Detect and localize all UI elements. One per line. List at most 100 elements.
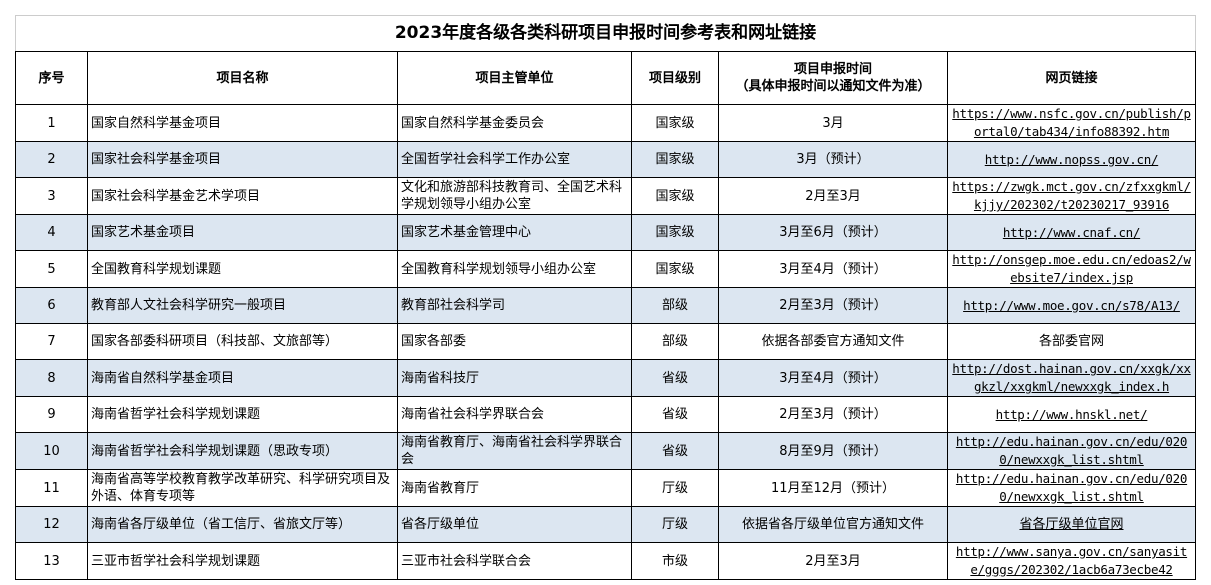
cell-level[interactable]: 国家级: [631, 141, 719, 178]
cell-name[interactable]: 海南省自然科学基金项目: [87, 359, 398, 397]
cell-unit[interactable]: 教育部社会科学司: [397, 287, 632, 324]
cell-time[interactable]: 2月至3月: [718, 542, 948, 580]
cell-unit[interactable]: 省各厅级单位: [397, 506, 632, 543]
cell-no[interactable]: 13: [15, 542, 88, 580]
cell-name[interactable]: 海南省哲学社会科学规划课题: [87, 396, 398, 433]
cell-time[interactable]: 3月: [718, 104, 948, 142]
cell-level[interactable]: 部级: [631, 323, 719, 360]
cell-link[interactable]: http://www.moe.gov.cn/s78/A13/: [947, 287, 1196, 324]
cell-time[interactable]: 8月至9月（预计）: [718, 432, 948, 470]
header-unit: 项目主管单位: [397, 51, 632, 105]
cell-level[interactable]: 国家级: [631, 214, 719, 251]
link-text[interactable]: 各部委官网: [1038, 334, 1104, 349]
cell-unit[interactable]: 海南省社会科学界联合会: [397, 396, 632, 433]
cell-unit[interactable]: 国家艺术基金管理中心: [397, 214, 632, 251]
cell-no[interactable]: 12: [15, 506, 88, 543]
cell-link[interactable]: http://onsgep.moe.edu.cn/edoas2/website7…: [947, 250, 1196, 288]
hyperlink[interactable]: http://edu.hainan.gov.cn/edu/0200/newxxg…: [955, 434, 1188, 467]
cell-no[interactable]: 3: [15, 177, 88, 215]
cell-name[interactable]: 国家社会科学基金项目: [87, 141, 398, 178]
hyperlink[interactable]: http://www.hnskl.net/: [995, 406, 1148, 422]
hyperlink[interactable]: 省各厅级单位官网: [1019, 517, 1124, 532]
hyperlink[interactable]: https://zwgk.mct.gov.cn/zfxxgkml/kjjy/20…: [952, 179, 1191, 212]
cell-time[interactable]: 3月至6月（预计）: [718, 214, 948, 251]
cell-time[interactable]: 2月至3月（预计）: [718, 396, 948, 433]
cell-no[interactable]: 4: [15, 214, 88, 251]
cell-link[interactable]: https://www.nsfc.gov.cn/publish/portal0/…: [947, 104, 1196, 142]
cell-name[interactable]: 海南省各厅级单位（省工信厅、省旅文厅等）: [87, 506, 398, 543]
cell-unit[interactable]: 三亚市社会科学联合会: [397, 542, 632, 580]
cell-level[interactable]: 市级: [631, 542, 719, 580]
table-row: 5 全国教育科学规划课题 全国教育科学规划领导小组办公室 国家级 3月至4月（预计） ht…: [15, 250, 1196, 288]
cell-name[interactable]: 三亚市哲学社会科学规划课题: [87, 542, 398, 580]
cell-name[interactable]: 教育部人文社会科学研究一般项目: [87, 287, 398, 324]
hyperlink[interactable]: http://www.nopss.gov.cn/: [984, 151, 1159, 167]
table-row: 13 三亚市哲学社会科学规划课题 三亚市社会科学联合会 市级 2月至3月 http://w…: [15, 542, 1196, 580]
cell-level[interactable]: 国家级: [631, 250, 719, 288]
cell-no[interactable]: 5: [15, 250, 88, 288]
cell-link[interactable]: http://www.cnaf.cn/: [947, 214, 1196, 251]
hyperlink[interactable]: http://dost.hainan.gov.cn/xxgk/xxgkzl/xx…: [952, 361, 1191, 394]
cell-name[interactable]: 海南省高等学校教育教学改革研究、科学研究项目及外语、体育专项等: [87, 469, 398, 507]
cell-level[interactable]: 国家级: [631, 177, 719, 215]
cell-link[interactable]: http://www.sanya.gov.cn/sanyasite/gggs/2…: [947, 542, 1196, 580]
cell-level[interactable]: 省级: [631, 396, 719, 433]
hyperlink[interactable]: http://www.moe.gov.cn/s78/A13/: [963, 297, 1180, 313]
cell-level[interactable]: 厅级: [631, 469, 719, 507]
cell-link[interactable]: http://edu.hainan.gov.cn/edu/0200/newxxg…: [947, 432, 1196, 470]
cell-name[interactable]: 海南省哲学社会科学规划课题（思政专项）: [87, 432, 398, 470]
cell-name[interactable]: 全国教育科学规划课题: [87, 250, 398, 288]
cell-level[interactable]: 国家级: [631, 104, 719, 142]
cell-unit[interactable]: 国家各部委: [397, 323, 632, 360]
cell-no[interactable]: 11: [15, 469, 88, 507]
cell-time[interactable]: 3月（预计）: [718, 141, 948, 178]
cell-no[interactable]: 6: [15, 287, 88, 324]
cell-link[interactable]: http://dost.hainan.gov.cn/xxgk/xxgkzl/xx…: [947, 359, 1196, 397]
cell-level[interactable]: 部级: [631, 287, 719, 324]
cell-level[interactable]: 省级: [631, 432, 719, 470]
cell-no[interactable]: 7: [15, 323, 88, 360]
cell-name[interactable]: 国家自然科学基金项目: [87, 104, 398, 142]
cell-name[interactable]: 国家艺术基金项目: [87, 214, 398, 251]
table-row: 11 海南省高等学校教育教学改革研究、科学研究项目及外语、体育专项等 海南省教育厅厅…: [15, 469, 1196, 507]
cell-time[interactable]: 2月至3月: [718, 177, 948, 215]
cell-time[interactable]: 2月至3月（预计）: [718, 287, 948, 324]
cell-unit[interactable]: 文化和旅游部科技教育司、全国艺术科学规划领导小组办公室: [397, 177, 632, 215]
cell-unit[interactable]: 海南省教育厅: [397, 469, 632, 507]
cell-name[interactable]: 国家社会科学基金艺术学项目: [87, 177, 398, 215]
cell-link[interactable]: 省各厅级单位官网: [947, 506, 1196, 543]
cell-unit[interactable]: 国家自然科学基金委员会: [397, 104, 632, 142]
cell-unit[interactable]: 海南省教育厅、海南省社会科学界联合会: [397, 432, 632, 470]
header-time: 项目申报时间 （具体申报时间以通知文件为准）: [718, 51, 948, 105]
hyperlink[interactable]: http://www.cnaf.cn/: [1002, 224, 1141, 240]
cell-link[interactable]: 各部委官网: [947, 323, 1196, 360]
hyperlink[interactable]: https://www.nsfc.gov.cn/publish/portal0/…: [952, 106, 1191, 139]
cell-time[interactable]: 3月至4月（预计）: [718, 250, 948, 288]
cell-unit[interactable]: 全国哲学社会科学工作办公室: [397, 141, 632, 178]
sheet-title: 2023年度各级各类科研项目申报时间参考表和网址链接: [15, 15, 1196, 52]
cell-no[interactable]: 2: [15, 141, 88, 178]
cell-link[interactable]: http://edu.hainan.gov.cn/edu/0200/newxxg…: [947, 469, 1196, 507]
cell-no[interactable]: 8: [15, 359, 88, 397]
cell-link[interactable]: http://www.hnskl.net/: [947, 396, 1196, 433]
cell-unit[interactable]: 全国教育科学规划领导小组办公室: [397, 250, 632, 288]
cell-level[interactable]: 省级: [631, 359, 719, 397]
table-row: 10 海南省哲学社会科学规划课题（思政专项） 海南省教育厅、海南省社会科学界联合会省…: [15, 432, 1196, 470]
hyperlink[interactable]: http://edu.hainan.gov.cn/edu/0200/newxxg…: [955, 471, 1188, 504]
cell-time[interactable]: 依据各部委官方通知文件: [718, 323, 948, 360]
hyperlink[interactable]: http://onsgep.moe.edu.cn/edoas2/website7…: [952, 252, 1191, 285]
cell-link[interactable]: http://www.nopss.gov.cn/: [947, 141, 1196, 178]
cell-name[interactable]: 国家各部委科研项目（科技部、文旅部等）: [87, 323, 398, 360]
cell-no[interactable]: 1: [15, 104, 88, 142]
cell-level[interactable]: 厅级: [631, 506, 719, 543]
cell-time[interactable]: 11月至12月（预计）: [718, 469, 948, 507]
cell-no[interactable]: 10: [15, 432, 88, 470]
cell-time[interactable]: 依据省各厅级单位官方通知文件: [718, 506, 948, 543]
header-no: 序号: [15, 51, 88, 105]
cell-time[interactable]: 3月至4月（预计）: [718, 359, 948, 397]
cell-link[interactable]: https://zwgk.mct.gov.cn/zfxxgkml/kjjy/20…: [947, 177, 1196, 215]
header-row: 序号 项目名称 项目主管单位 项目级别 项目申报时间 （具体申报时间以通知文件为准…: [15, 51, 1196, 105]
cell-unit[interactable]: 海南省科技厅: [397, 359, 632, 397]
hyperlink[interactable]: http://www.sanya.gov.cn/sanyasite/gggs/2…: [955, 544, 1188, 577]
cell-no[interactable]: 9: [15, 396, 88, 433]
